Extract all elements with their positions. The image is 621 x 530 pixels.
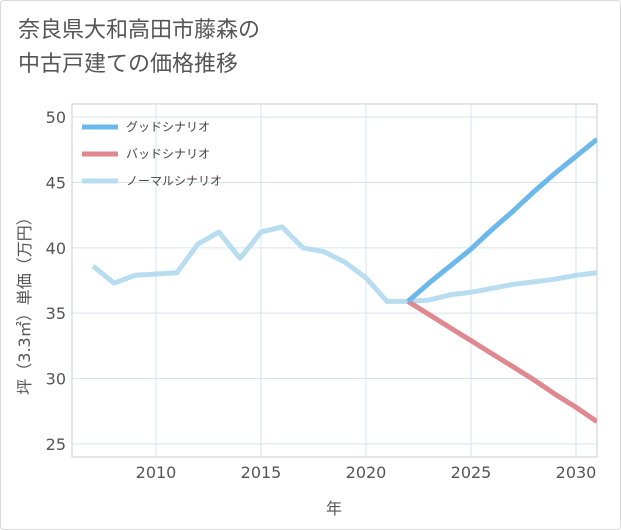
tick-labels: 2010 2015 2020 2025 2030 25 30 35 40 45 50 bbox=[46, 108, 597, 482]
y-tick-label: 25 bbox=[46, 435, 66, 454]
x-axis-label: 年 bbox=[326, 499, 342, 518]
chart-title: 奈良県大和高田市藤森の 中古戸建ての価格推移 bbox=[18, 18, 261, 77]
x-tick-label: 2030 bbox=[556, 463, 597, 482]
legend-label: グッドシナリオ bbox=[126, 120, 210, 134]
legend-label: ノーマルシナリオ bbox=[126, 174, 222, 188]
x-tick-label: 2010 bbox=[136, 463, 177, 482]
series-line-1 bbox=[406, 299, 597, 424]
y-tick-label: 30 bbox=[46, 370, 66, 389]
y-axis-label: 坪（3.3㎡）単価（万円） bbox=[15, 209, 34, 394]
y-tick-label: 45 bbox=[46, 173, 66, 192]
series-line-0 bbox=[406, 137, 597, 304]
x-tick-label: 2015 bbox=[241, 463, 282, 482]
plot-area bbox=[71, 103, 598, 458]
x-tick-label: 2020 bbox=[346, 463, 387, 482]
x-tick-label: 2025 bbox=[451, 463, 492, 482]
y-tick-label: 40 bbox=[46, 239, 66, 258]
grid-lines bbox=[72, 104, 597, 457]
y-tick-label: 35 bbox=[46, 304, 66, 323]
y-tick-label: 50 bbox=[46, 108, 66, 127]
series-line-2 bbox=[91, 224, 597, 304]
legend-label: バッドシナリオ bbox=[126, 147, 210, 161]
series-layer bbox=[91, 137, 597, 424]
